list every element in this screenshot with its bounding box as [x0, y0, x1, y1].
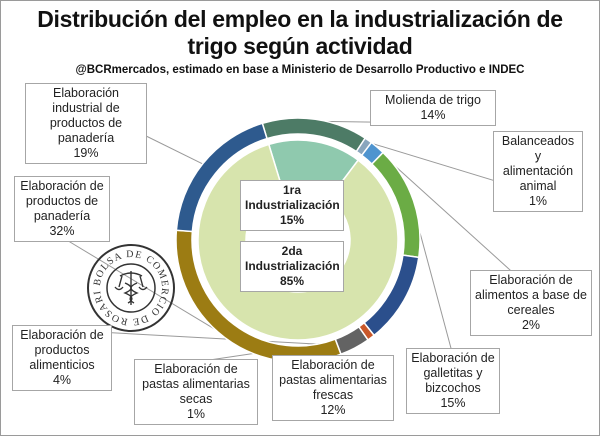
outer-slice-8 [175, 122, 268, 233]
label-panaderia: Elaboración de productos de panadería 32% [14, 176, 110, 242]
leader-line-8 [137, 131, 205, 166]
chart-title: Distribución del empleo en la industrial… [37, 6, 563, 59]
chart-subtitle: @BCRmercados, estimado en base a Ministe… [75, 64, 525, 76]
label-galletitas: Elaboración de galletitas y bizcochos 15% [406, 348, 500, 414]
label-secas: Elaboración de pastas alimentarias secas 1… [134, 359, 258, 425]
label-molienda: Molienda de trigo 14% [370, 90, 496, 126]
label-primera-industrializacion: 1ra Industrialización 15% [240, 180, 344, 231]
inner-ring [197, 139, 399, 341]
label-alimenticios: Elaboración de productos alimenticios 4% [12, 325, 112, 391]
label-frescas: Elaboración de pastas alimentarias fresca… [272, 355, 394, 421]
leader-line-2 [375, 148, 531, 289]
label-industrial: Elaboración industrial de productos de pan… [25, 83, 147, 164]
label-segunda-industrializacion: 2da Industrialización 85% [240, 241, 344, 292]
outer-ring [175, 117, 421, 363]
caduceus-icon [114, 271, 148, 305]
label-cereales: Elaboración de alimentos a base de cereal… [470, 270, 592, 336]
label-balanceados: Balanceados y alimentación animal 1% [493, 131, 583, 212]
bcr-seal-logo: BOLSA DE COMERCIO DE ROSARIO [86, 243, 175, 332]
